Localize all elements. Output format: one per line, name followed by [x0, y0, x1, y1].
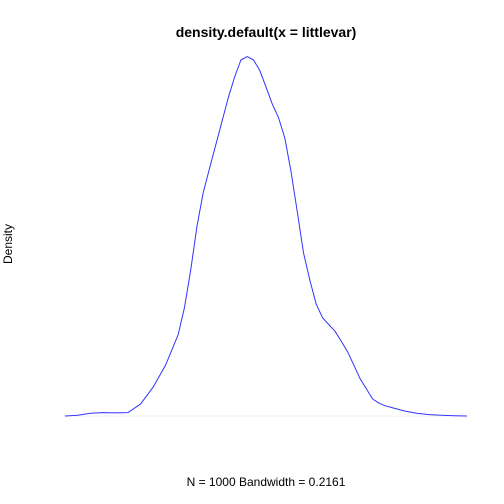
x-axis-label: N = 1000 Bandwidth = 0.2161 — [187, 475, 346, 489]
y-axis-label: Density — [1, 224, 15, 264]
chart-title: density.default(x = littlevar) — [176, 24, 357, 40]
density-curve — [64, 56, 468, 417]
